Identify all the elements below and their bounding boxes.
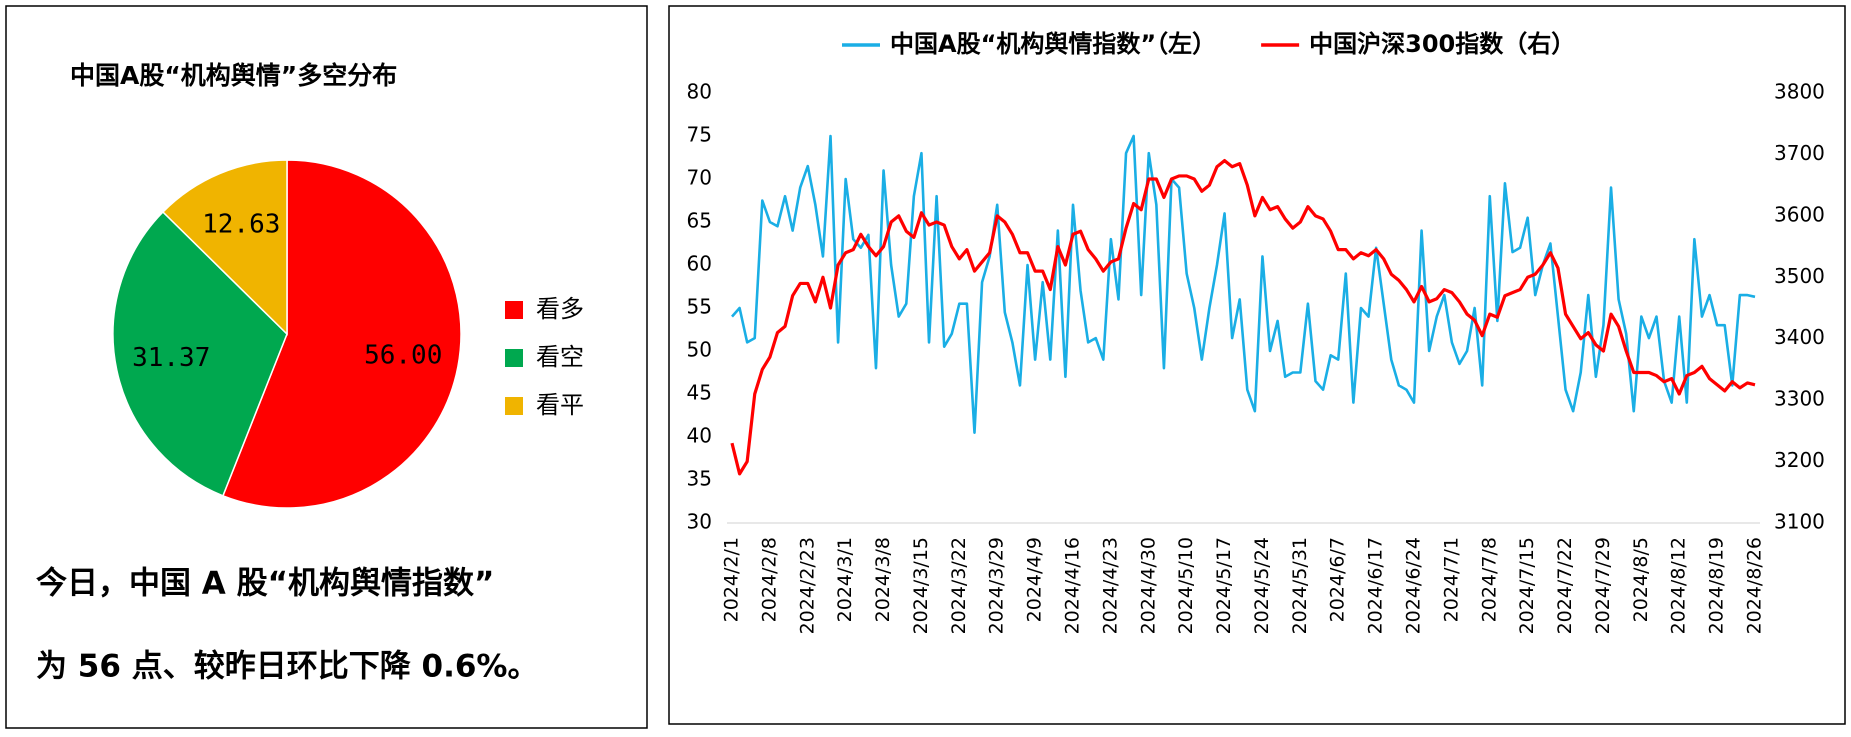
x-tick-label: 2024/6/17 — [1365, 537, 1387, 634]
y2-tick-label: 3400 — [1774, 325, 1825, 349]
legend-label: 看空 — [536, 343, 584, 371]
x-tick-label: 2024/7/15 — [1516, 537, 1538, 634]
y-tick-label: 50 — [687, 338, 712, 362]
x-tick-label: 2024/5/24 — [1251, 537, 1273, 634]
slice-label: 56.00 — [364, 341, 442, 371]
x-tick-label: 2024/7/29 — [1592, 537, 1614, 634]
x-tick-label: 2024/2/8 — [758, 537, 780, 622]
x-tick-label: 2024/8/12 — [1668, 537, 1690, 634]
legend-label: 中国沪深300指数（右） — [1309, 30, 1575, 58]
note-line: 今日，中国 A 股“机构舆情指数” — [36, 566, 494, 602]
pie-slice — [112, 210, 288, 497]
x-tick-label: 2024/4/16 — [1062, 537, 1084, 634]
legend-swatch — [505, 397, 523, 415]
pie-slice — [221, 159, 462, 509]
y-tick-label: 35 — [687, 467, 712, 491]
series-line — [730, 158, 1756, 476]
x-tick-label: 2024/6/24 — [1403, 537, 1425, 634]
y-tick-label: 80 — [687, 80, 712, 104]
y-tick-label: 65 — [687, 209, 712, 233]
x-tick-label: 2024/8/26 — [1744, 537, 1766, 634]
legend-swatch — [505, 301, 523, 319]
y2-tick-label: 3100 — [1774, 510, 1825, 534]
y2-tick-label: 3200 — [1774, 448, 1825, 472]
x-tick-label: 2024/4/9 — [1024, 537, 1046, 622]
y-tick-label: 70 — [687, 166, 712, 190]
y-tick-label: 45 — [687, 381, 712, 405]
x-tick-label: 2024/6/7 — [1327, 537, 1349, 622]
x-tick-label: 2024/7/8 — [1478, 537, 1500, 622]
x-tick-label: 2024/3/15 — [910, 537, 932, 634]
slice-label: 12.63 — [202, 209, 280, 239]
legend-label: 中国A股“机构舆情指数”（左） — [890, 30, 1216, 58]
x-tick-label: 2024/3/8 — [872, 537, 894, 622]
y-tick-label: 60 — [687, 252, 712, 276]
x-tick-label: 2024/5/31 — [1289, 537, 1311, 634]
x-tick-label: 2024/3/29 — [986, 537, 1008, 634]
y2-tick-label: 3700 — [1774, 141, 1825, 165]
legend-swatch — [505, 349, 523, 367]
y2-tick-label: 3600 — [1774, 202, 1825, 226]
pie-slice — [161, 159, 288, 336]
x-tick-label: 2024/7/1 — [1440, 537, 1462, 622]
y-tick-label: 40 — [687, 424, 712, 448]
y-tick-label: 30 — [687, 510, 712, 534]
x-tick-label: 2024/2/1 — [721, 537, 743, 622]
y2-tick-label: 3500 — [1774, 264, 1825, 288]
x-tick-label: 2024/7/22 — [1554, 537, 1576, 634]
x-tick-label: 2024/8/5 — [1630, 537, 1652, 622]
y-tick-label: 75 — [687, 123, 712, 147]
y2-tick-label: 3300 — [1774, 387, 1825, 411]
y-tick-label: 55 — [687, 295, 712, 319]
note-line: 为 56 点、较昨日环比下降 0.6%。 — [36, 649, 539, 685]
x-tick-label: 2024/5/10 — [1175, 537, 1197, 634]
legend-label: 看多 — [536, 295, 584, 323]
x-tick-label: 2024/8/19 — [1706, 537, 1728, 634]
slice-label: 31.37 — [132, 343, 210, 373]
y2-tick-label: 3800 — [1774, 80, 1825, 104]
x-tick-label: 2024/4/30 — [1137, 537, 1159, 634]
x-tick-label: 2024/3/1 — [834, 537, 856, 622]
pie-title: 中国A股“机构舆情”多空分布 — [70, 61, 397, 90]
x-tick-label: 2024/5/17 — [1213, 537, 1235, 634]
x-tick-label: 2024/4/23 — [1099, 537, 1121, 634]
x-tick-label: 2024/2/23 — [796, 537, 818, 634]
x-tick-label: 2024/3/22 — [948, 537, 970, 634]
legend-label: 看平 — [536, 391, 584, 419]
